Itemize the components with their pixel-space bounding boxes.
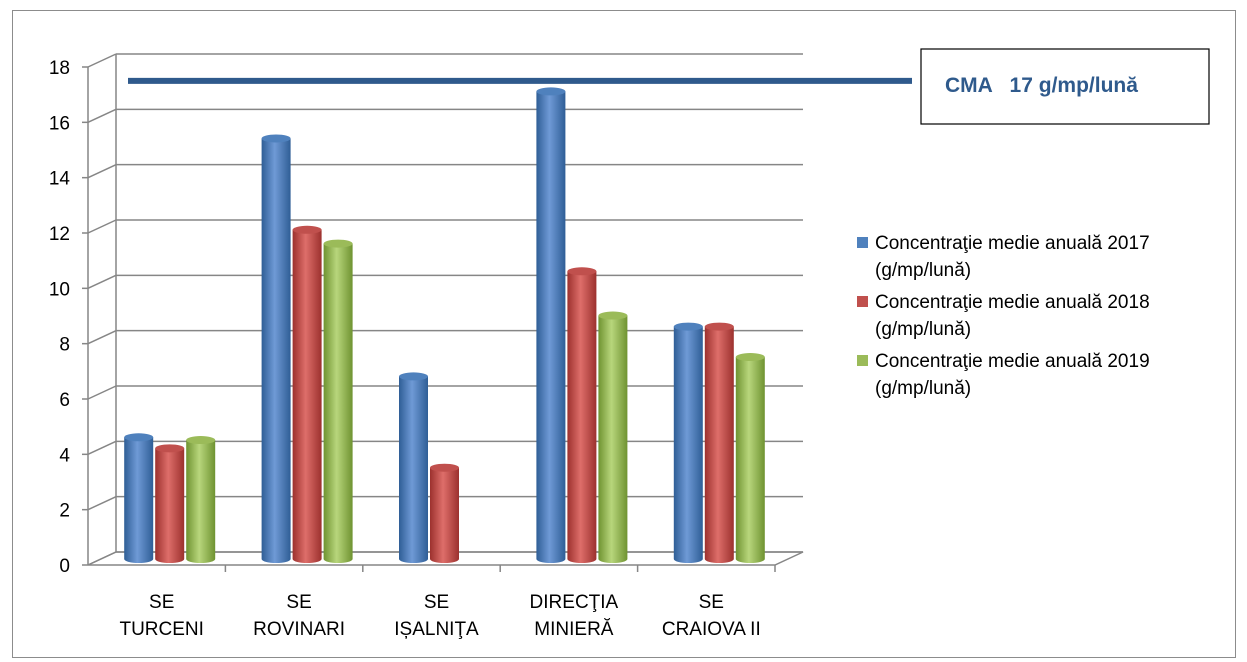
bars (124, 87, 765, 563)
bar-body (704, 326, 734, 563)
gridline-diagonal (87, 219, 117, 234)
bar-body (292, 229, 322, 563)
y-tick-label: 4 (59, 445, 70, 466)
bar-top (323, 239, 353, 248)
y-tick-label: 0 (59, 556, 70, 577)
bar-top (536, 87, 566, 96)
bar-top (399, 372, 428, 381)
x-tick-label: SE (149, 592, 174, 613)
gridline-diagonal (87, 53, 117, 68)
chart-frame (12, 10, 1236, 658)
bar-top (567, 267, 597, 276)
gridline-diagonal (87, 385, 117, 400)
bar-body (323, 243, 353, 563)
legend-swatch (857, 237, 868, 248)
bar (323, 239, 353, 563)
bar-body (598, 315, 628, 563)
bar-top (292, 225, 322, 234)
gridline-diagonal (87, 108, 117, 124)
y-tick-label: 6 (59, 390, 70, 411)
bar (704, 322, 734, 563)
y-tick-label: 2 (59, 501, 70, 522)
legend-label: Concentraţie medie anuală 2017 (875, 233, 1150, 254)
legend-label: (g/mp/lună) (875, 378, 971, 399)
bar (735, 353, 765, 563)
bar-body (155, 448, 185, 563)
gridline-diagonal (87, 440, 117, 456)
x-tick-label: DIRECŢIA (530, 592, 619, 613)
gridline-diagonal (87, 163, 117, 179)
y-tick-label: 12 (49, 224, 70, 245)
bar-body (536, 91, 566, 563)
legend: Concentraţie medie anuală 2017 (g/mp/lună… (857, 233, 1150, 399)
bar (261, 134, 291, 563)
bar-body (567, 271, 597, 563)
gridline-diagonal (87, 329, 117, 345)
y-tick-label: 18 (49, 58, 70, 79)
x-tick-label: SE (424, 592, 449, 613)
legend-label: Concentraţie medie anuală 2018 (875, 292, 1150, 313)
bar-top (704, 322, 734, 331)
bar (399, 372, 428, 563)
bar (567, 267, 597, 563)
cma-label: CMA 17 g/mp/lună (945, 74, 1138, 97)
bar-body (186, 440, 216, 563)
bar (430, 463, 459, 563)
labels: 0 2 4 6 8 10 12 14 16 18 SE TURCENI SE ROVINARI SE IȘAL… (49, 58, 761, 640)
y-tick-label: 14 (49, 169, 71, 190)
bar-top (186, 436, 216, 445)
axes (82, 54, 804, 572)
legend-swatch (857, 355, 868, 366)
bar (673, 322, 703, 563)
x-tick-label: TURCENI (119, 619, 203, 640)
legend-label: (g/mp/lună) (875, 319, 971, 340)
bar-body (673, 326, 703, 563)
y-tick-label: 8 (59, 335, 70, 356)
bar-body (430, 467, 459, 563)
bar (186, 436, 216, 563)
legend-label: (g/mp/lună) (875, 260, 971, 281)
bar (536, 87, 566, 563)
bar-top (261, 134, 291, 143)
y-tick-label: 16 (49, 113, 70, 134)
bar-top (735, 353, 765, 362)
bar-top (155, 444, 185, 453)
bar (155, 444, 185, 563)
legend-label: Concentraţie medie anuală 2019 (875, 351, 1150, 372)
bar-body (399, 376, 428, 563)
bar-body (735, 357, 765, 563)
bar (292, 225, 322, 563)
y-tick-label: 10 (49, 279, 70, 300)
x-tick-label: MINIERĂ (534, 619, 614, 640)
legend-swatch (857, 296, 868, 307)
cma-reference: CMA 17 g/mp/lună (128, 48, 1210, 125)
floor (87, 551, 804, 566)
gridline-diagonal (87, 274, 117, 290)
x-tick-label: CRAIOVA II (662, 619, 761, 640)
bar-body (124, 437, 154, 563)
x-tick-label: SE (699, 592, 724, 613)
bar-top (124, 433, 154, 442)
gridline-diagonal (87, 495, 117, 511)
bar-top (430, 463, 459, 472)
cma-label-box (920, 48, 1210, 125)
bar (598, 311, 628, 563)
x-tick-label: IȘALNIŢA (394, 619, 479, 640)
bar-body (261, 138, 291, 563)
bar-top (673, 322, 703, 331)
bar-top (598, 311, 628, 320)
x-tick-label: SE (286, 592, 311, 613)
bar (124, 433, 154, 563)
x-tick-label: ROVINARI (253, 619, 345, 640)
